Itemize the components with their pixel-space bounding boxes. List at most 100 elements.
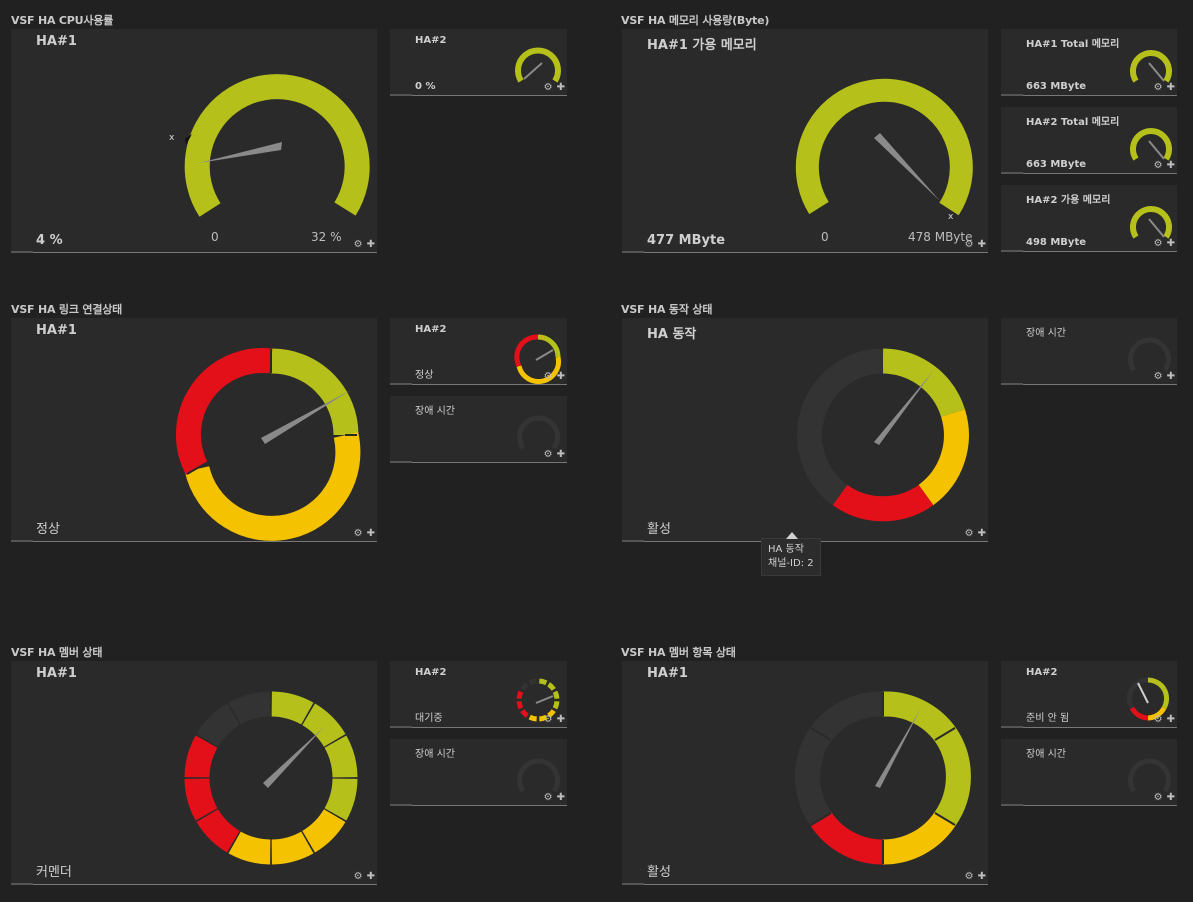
gauge-segment	[552, 701, 560, 710]
card-title: HA#2 가용 메모리	[1026, 195, 1111, 206]
pin-icon[interactable]: ✚	[1166, 792, 1175, 803]
memory-ha2-available-card[interactable]: HA#2 가용 메모리 498 MByte ⚙ ✚	[1001, 185, 1177, 252]
cpu-ha1-card[interactable]: HA#1 x 0 32 % 4 % ⚙ ✚	[11, 29, 377, 253]
gear-icon[interactable]: ⚙	[543, 371, 553, 382]
pin-icon[interactable]: ✚	[1166, 371, 1175, 382]
gauge-segment	[516, 690, 524, 699]
cpu-ha1-gauge: x	[169, 74, 370, 217]
section-title-member: VSF HA 멤버 상태	[11, 646, 103, 659]
operation-ha-card[interactable]: HA 동작 활성 ⚙ ✚	[622, 318, 988, 542]
link-failure-time-card[interactable]: 장애 시간 ⚙ ✚	[390, 396, 567, 463]
gear-icon[interactable]: ⚙	[1153, 160, 1163, 171]
pin-icon[interactable]: ✚	[366, 528, 375, 539]
card-title: 장애 시간	[1026, 749, 1066, 760]
member-ha2-gauge	[516, 678, 560, 722]
gauge-segment	[271, 691, 314, 725]
progress-bar	[622, 883, 644, 885]
gear-icon[interactable]: ⚙	[964, 528, 974, 539]
member-item-ha1-gauge	[795, 691, 971, 865]
card-title: HA 동작	[647, 327, 697, 342]
pin-icon[interactable]: ✚	[977, 239, 986, 250]
pin-icon[interactable]: ✚	[977, 528, 986, 539]
section-title-link: VSF HA 링크 연결상태	[11, 303, 123, 316]
gear-icon[interactable]: ⚙	[1153, 371, 1163, 382]
card-title: HA#1	[36, 34, 77, 49]
member-item-ha2-card[interactable]: HA#2 준비 안 됨 ⚙ ✚	[1001, 661, 1177, 728]
card-title: HA#2 Total 메모리	[1026, 117, 1120, 128]
memory-ha1-total-card[interactable]: HA#1 Total 메모리 663 MByte ⚙ ✚	[1001, 29, 1177, 96]
section-title-memory: VSF HA 메모리 사용량(Byte)	[621, 14, 770, 27]
card-value: 4 %	[36, 233, 63, 248]
pin-icon[interactable]: ✚	[1166, 714, 1175, 725]
card-title: HA#1 Total 메모리	[1026, 39, 1120, 50]
pin-icon[interactable]: ✚	[366, 239, 375, 250]
gauge-segment	[301, 703, 346, 748]
gear-icon[interactable]: ⚙	[1153, 792, 1163, 803]
link-ha1-gauge	[175, 348, 361, 541]
gear-icon[interactable]: ⚙	[543, 714, 553, 725]
gear-icon[interactable]: ⚙	[964, 239, 974, 250]
gear-icon[interactable]: ⚙	[353, 528, 363, 539]
member-item-failure-time-card[interactable]: 장애 시간 ⚙ ✚	[1001, 739, 1177, 806]
member-item-ha1-card[interactable]: HA#1 활성 ⚙ ✚	[622, 661, 988, 885]
card-value: 정상	[36, 522, 60, 537]
pin-icon[interactable]: ✚	[556, 371, 565, 382]
gauge-segment	[547, 682, 556, 691]
gauge-segment	[528, 678, 537, 686]
member-failure-time-card[interactable]: 장애 시간 ⚙ ✚	[390, 739, 567, 806]
memory-ha2-available-gauge	[1130, 206, 1172, 239]
link-ha2-gauge	[514, 334, 561, 384]
gauge-min-label: 0	[211, 230, 219, 244]
card-title: 장애 시간	[1026, 328, 1066, 339]
card-value: 477 MByte	[647, 233, 726, 248]
gear-icon[interactable]: ⚙	[543, 82, 553, 93]
gear-icon[interactable]: ⚙	[353, 871, 363, 882]
gauge-segment	[539, 678, 548, 686]
gear-icon[interactable]: ⚙	[353, 239, 363, 250]
card-title: HA#1	[36, 666, 77, 681]
progress-bar	[1001, 383, 1023, 385]
gear-icon[interactable]: ⚙	[1153, 82, 1163, 93]
gauge-needle	[874, 133, 940, 201]
cpu-ha2-card[interactable]: HA#2 0 % ⚙ ✚	[390, 29, 567, 96]
gear-icon[interactable]: ⚙	[543, 449, 553, 460]
section-title-operation: VSF HA 동작 상태	[621, 303, 713, 316]
gauge-segment	[228, 831, 271, 865]
memory-ha2-total-card[interactable]: HA#2 Total 메모리 663 MByte ⚙ ✚	[1001, 107, 1177, 174]
pin-icon[interactable]: ✚	[366, 871, 375, 882]
tooltip-line-2: 채널-ID: 2	[768, 558, 814, 569]
pin-icon[interactable]: ✚	[556, 82, 565, 93]
operation-failure-time-card[interactable]: 장애 시간 ⚙ ✚	[1001, 318, 1177, 385]
gear-icon[interactable]: ⚙	[1153, 238, 1163, 249]
pin-icon[interactable]: ✚	[1166, 82, 1175, 93]
memory-ha1-available-card[interactable]: HA#1 가용 메모리 x 0 478 MByte 477 MByte ⚙ ✚	[622, 29, 988, 253]
pin-icon[interactable]: ✚	[556, 714, 565, 725]
progress-bar	[390, 461, 412, 463]
gear-icon[interactable]: ⚙	[964, 871, 974, 882]
progress-bar	[1001, 250, 1023, 252]
member-item-failure-gauge	[1128, 758, 1171, 793]
gauge-needle	[199, 142, 282, 163]
gauge-segment	[196, 703, 241, 748]
gauge-segment	[528, 714, 537, 722]
card-value: 활성	[647, 865, 671, 880]
link-ha2-card[interactable]: HA#2 정상 ⚙ ✚	[390, 318, 567, 385]
member-ha1-card[interactable]: HA#1 커멘더 ⚙ ✚	[11, 661, 377, 885]
progress-bar	[390, 94, 412, 96]
gear-icon[interactable]: ⚙	[1153, 714, 1163, 725]
pin-icon[interactable]: ✚	[556, 792, 565, 803]
card-title: HA#1	[647, 666, 688, 681]
pin-icon[interactable]: ✚	[1166, 238, 1175, 249]
member-ha2-card[interactable]: HA#2 대기중 ⚙ ✚	[390, 661, 567, 728]
progress-bar	[390, 726, 412, 728]
pin-icon[interactable]: ✚	[1166, 160, 1175, 171]
gauge-segment	[539, 714, 548, 722]
gear-icon[interactable]: ⚙	[543, 792, 553, 803]
gauge-segment	[520, 709, 529, 718]
section-title-member-item: VSF HA 멤버 항목 상태	[621, 646, 736, 659]
card-value: 준비 안 됨	[1026, 713, 1070, 724]
link-ha1-card[interactable]: HA#1 정상 ⚙ ✚	[11, 318, 377, 542]
pin-icon[interactable]: ✚	[556, 449, 565, 460]
card-value: 활성	[647, 522, 671, 537]
pin-icon[interactable]: ✚	[977, 871, 986, 882]
